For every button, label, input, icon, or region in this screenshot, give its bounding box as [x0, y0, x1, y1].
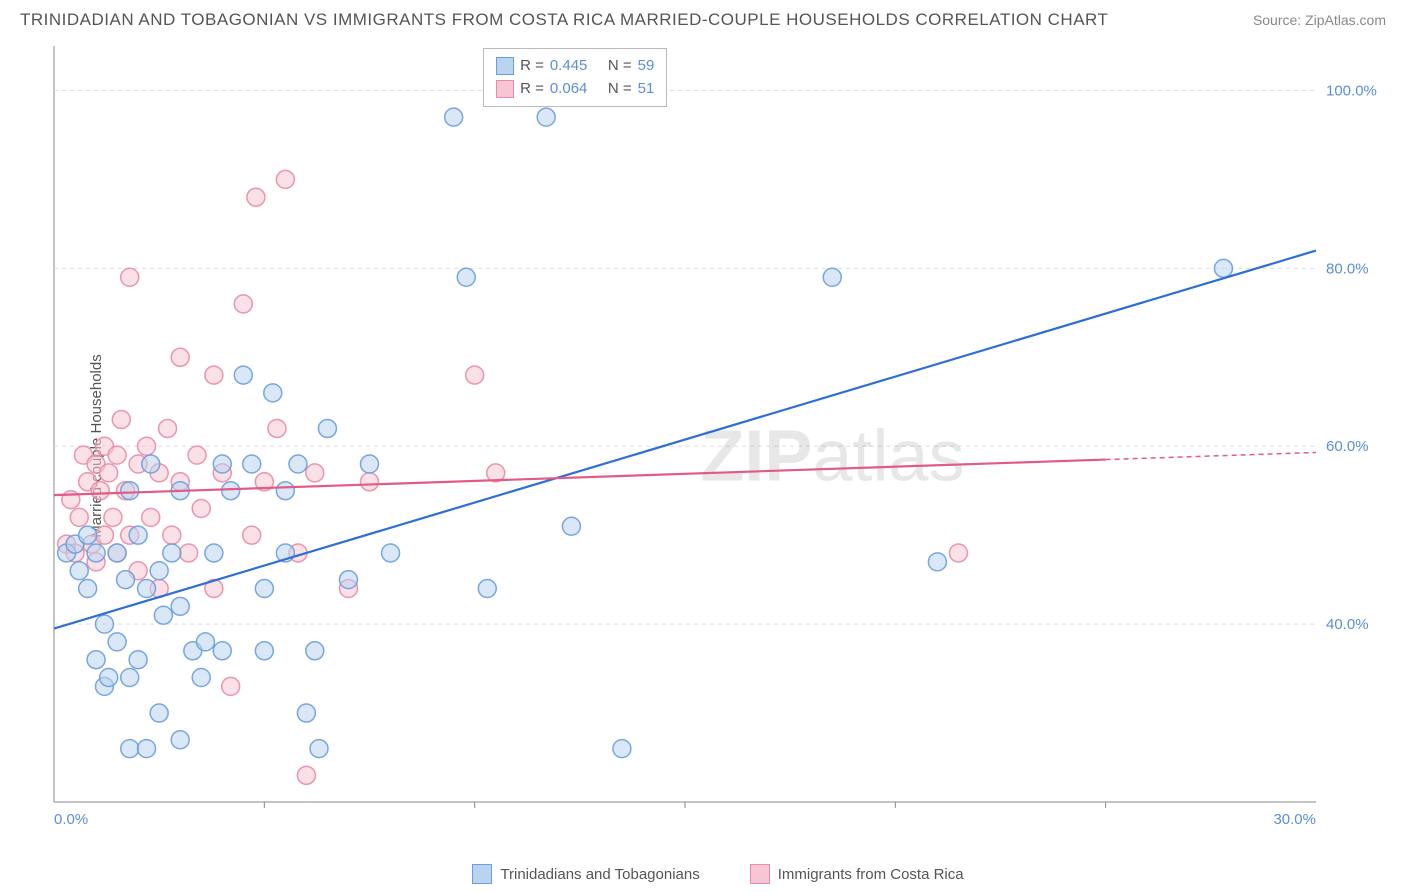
legend-label-1: Trinidadians and Tobagonians [500, 866, 699, 883]
legend-item-series2: Immigrants from Costa Rica [750, 864, 964, 884]
n-label: N = [608, 78, 632, 101]
chart-title: TRINIDADIAN AND TOBAGONIAN VS IMMIGRANTS… [20, 10, 1108, 30]
legend-item-series1: Trinidadians and Tobagonians [472, 864, 699, 884]
y-tick-label: 40.0% [1326, 616, 1369, 633]
correlation-legend: R = 0.445 N = 59 R = 0.064 N = 51 [483, 48, 667, 107]
bottom-legend: Trinidadians and Tobagonians Immigrants … [50, 856, 1386, 892]
chart-source: Source: ZipAtlas.com [1253, 12, 1386, 28]
legend-swatch [496, 57, 514, 75]
r-label: R = [520, 55, 544, 78]
n-value: 59 [638, 55, 655, 78]
n-label: N = [608, 55, 632, 78]
r-label: R = [520, 78, 544, 101]
r-value: 0.445 [550, 55, 602, 78]
plot-area: 40.0% 60.0% 80.0% 100.0% 0.0% 30.0% ZIPatlas [50, 42, 1386, 832]
y-tick-label: 80.0% [1326, 260, 1369, 277]
n-value: 51 [638, 78, 655, 101]
legend-label-2: Immigrants from Costa Rica [778, 866, 964, 883]
correlation-legend-row: R = 0.445 N = 59 [496, 55, 654, 78]
r-value: 0.064 [550, 78, 602, 101]
y-tick-label: 100.0% [1326, 82, 1377, 99]
legend-swatch-1 [472, 864, 492, 884]
correlation-legend-row: R = 0.064 N = 51 [496, 78, 654, 101]
x-tick-label: 30.0% [1273, 811, 1316, 828]
x-tick-label: 0.0% [54, 811, 88, 828]
watermark: ZIPatlas [700, 416, 964, 496]
legend-swatch [496, 80, 514, 98]
header: TRINIDADIAN AND TOBAGONIAN VS IMMIGRANTS… [0, 0, 1406, 38]
y-tick-label: 60.0% [1326, 438, 1369, 455]
scatter-chart: 40.0% 60.0% 80.0% 100.0% 0.0% 30.0% ZIPatlas [50, 42, 1386, 832]
legend-swatch-2 [750, 864, 770, 884]
